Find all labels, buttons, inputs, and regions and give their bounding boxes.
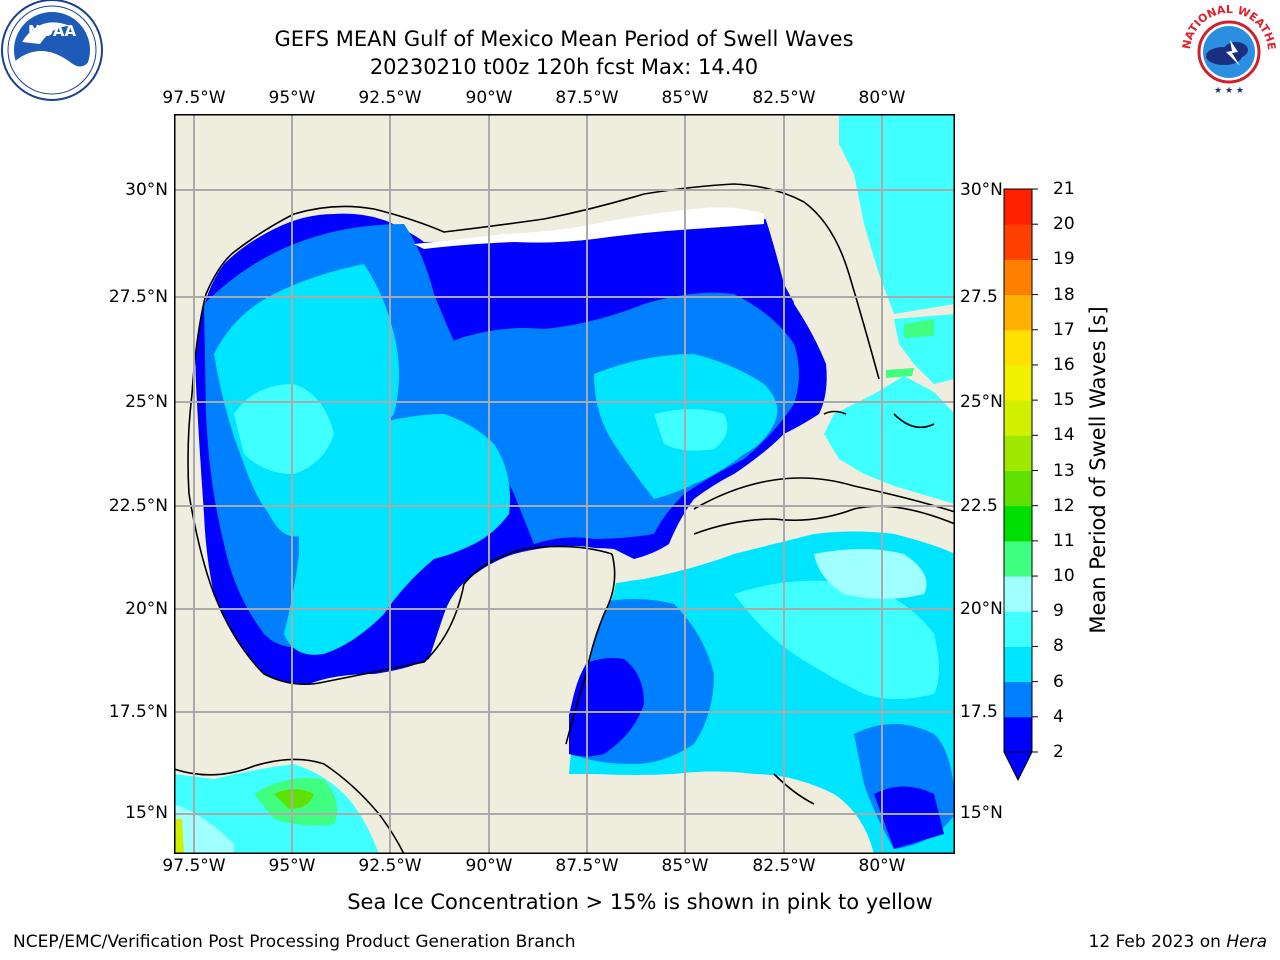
sea-ice-note: Sea Ice Concentration > 15% is shown in … <box>347 890 933 914</box>
colorbar-tick-label: 2 <box>1053 742 1064 762</box>
atlantic-swell-region <box>839 114 955 314</box>
cuba-island <box>694 480 955 536</box>
lon-label-bottom: 92.5°W <box>358 856 422 876</box>
lon-label-bottom: 85°W <box>661 856 709 876</box>
svg-text:★ ★ ★: ★ ★ ★ <box>1214 86 1244 96</box>
noaa-logo-icon: NOAA <box>1 0 103 101</box>
colorbar-segment <box>1004 540 1032 577</box>
lat-label-left: 25°N <box>125 392 168 412</box>
colorbar-tick-label: 15 <box>1053 390 1075 411</box>
credit-line: NCEP/EMC/Verification Post Processing Pr… <box>13 932 576 952</box>
colorbar-segment <box>1004 224 1032 260</box>
lon-label-bottom: 87.5°W <box>555 856 619 876</box>
colorbar-tick-label: 18 <box>1053 284 1075 305</box>
graticule <box>174 114 955 854</box>
colorbar-tick-label: 13 <box>1053 460 1075 481</box>
map-panel <box>174 114 955 854</box>
colorbar-segment <box>1004 576 1032 612</box>
colorbar-tick-label: 14 <box>1053 425 1075 446</box>
lat-label-left: 27.5°N <box>108 287 168 307</box>
colorbar-tick-label: 9 <box>1053 601 1064 622</box>
colorbar-tick-label: 6 <box>1053 671 1064 692</box>
chart-title: GEFS MEAN Gulf of Mexico Mean Period of … <box>274 27 854 51</box>
lon-label-top: 85°W <box>661 88 709 108</box>
colorbar-tick-label: 11 <box>1053 530 1075 551</box>
lat-label-right: 25°N <box>960 392 1003 412</box>
colorbar-tick-label: 16 <box>1053 354 1075 375</box>
colorbar-segment <box>1004 189 1032 225</box>
lat-label-left: 15°N <box>125 803 168 823</box>
colorbar-segment <box>1004 716 1032 753</box>
colorbar-segment <box>1004 611 1032 647</box>
lon-label-top: 97.5°W <box>162 88 226 108</box>
lat-label-right: 15°N <box>960 803 1003 823</box>
lat-label-right: 20°N <box>960 599 1003 619</box>
lat-label-left: 30°N <box>125 180 168 200</box>
lat-label-right: 27.5 <box>960 287 998 307</box>
colorbar-label: Mean Period of Swell Waves [s] <box>1086 306 1110 634</box>
colorbar-tick-label: 4 <box>1053 706 1064 727</box>
colorbar-segment <box>1004 364 1032 401</box>
colorbar-tick-label: 21 <box>1053 179 1075 199</box>
lat-label-left: 17.5°N <box>108 702 168 722</box>
florida-peninsula <box>734 184 874 393</box>
colorbar-tick-label: 12 <box>1053 495 1075 516</box>
colorbar-segment <box>1004 294 1032 331</box>
lon-label-top: 82.5°W <box>752 88 816 108</box>
lon-label-top: 87.5°W <box>555 88 619 108</box>
colorbar-extension <box>1003 751 1033 782</box>
colorbar-tick-label: 17 <box>1053 319 1075 340</box>
colorbar-segment <box>1004 400 1032 436</box>
colorbar-segment <box>1004 329 1032 366</box>
lat-label-left: 22.5°N <box>108 496 168 516</box>
colorbar-tick-label: 10 <box>1053 566 1075 587</box>
coastline <box>187 183 880 495</box>
lat-label-right: 30°N <box>960 180 1003 200</box>
colorbar-segment <box>1004 470 1032 507</box>
date-stamp: 12 Feb 2023 on Hera <box>1088 932 1267 952</box>
lat-label-left: 20°N <box>125 599 168 619</box>
colorbar-segment <box>1004 259 1032 296</box>
colorbar <box>1003 188 1038 782</box>
lon-label-top: 80°W <box>858 88 906 108</box>
lon-label-top: 95°W <box>268 88 316 108</box>
lon-label-bottom: 82.5°W <box>752 856 816 876</box>
lon-label-bottom: 90°W <box>465 856 513 876</box>
colorbar-tick-label: 19 <box>1053 249 1075 270</box>
yucatan-peninsula <box>449 546 617 754</box>
lon-label-top: 90°W <box>465 88 513 108</box>
colorbar-tick-label: 20 <box>1053 214 1075 235</box>
lon-label-bottom: 97.5°W <box>162 856 226 876</box>
lon-label-top: 92.5°W <box>358 88 422 108</box>
lon-label-bottom: 80°W <box>858 856 906 876</box>
nws-logo-icon: NATIONAL WEATHER SERVICE ★ ★ ★ <box>1178 0 1278 98</box>
colorbar-segment <box>1004 646 1032 683</box>
svg-text:NOAA: NOAA <box>28 22 77 40</box>
lon-label-bottom: 95°W <box>268 856 316 876</box>
colorbar-tick-label: 8 <box>1053 636 1064 657</box>
colorbar-segment <box>1004 505 1032 542</box>
machine-name: Hera <box>1226 932 1267 952</box>
lat-label-right: 17.5 <box>960 702 998 722</box>
colorbar-segment <box>1004 435 1032 471</box>
chart-subtitle: 20230210 t00z 120h fcst Max: 14.40 <box>369 55 759 79</box>
colorbar-segment <box>1004 681 1032 718</box>
lat-label-right: 22.5 <box>960 496 998 516</box>
